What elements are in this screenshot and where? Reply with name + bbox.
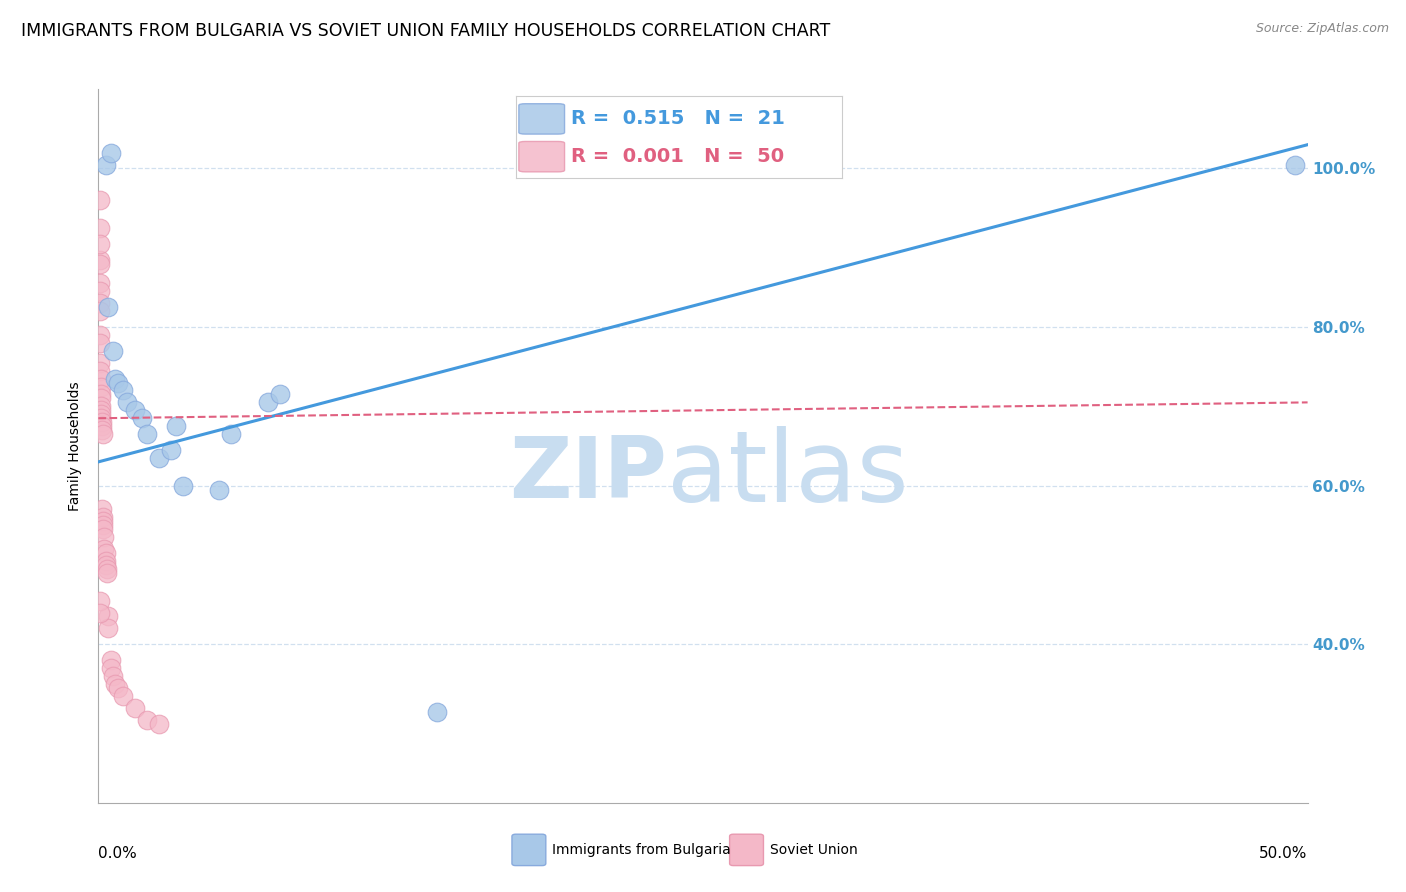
Text: 50.0%: 50.0% [1260, 846, 1308, 861]
Point [208, 483, 231, 497]
Text: ZIP: ZIP [509, 433, 666, 516]
Point [160, 442, 183, 457]
Point [100, 661, 122, 675]
Point [89, 335, 111, 350]
Point [89, 304, 111, 318]
Point [91, 518, 114, 533]
Point [96, 566, 118, 580]
Point [172, 478, 194, 492]
Point [91, 419, 114, 434]
Point [117, 395, 139, 409]
Point [221, 427, 243, 442]
Point [90, 403, 112, 417]
Point [89, 593, 111, 607]
Point [89, 193, 111, 207]
Point [100, 145, 122, 160]
Point [101, 669, 124, 683]
Point [90, 411, 112, 425]
Point [104, 677, 127, 691]
FancyBboxPatch shape [730, 834, 763, 865]
Point [426, 705, 449, 719]
Point [101, 343, 124, 358]
Point [89, 296, 111, 310]
Point [90, 407, 112, 421]
Point [1284, 157, 1306, 171]
Point [94, 554, 117, 568]
Point [269, 387, 291, 401]
Point [89, 364, 111, 378]
Point [256, 395, 278, 409]
Point [124, 700, 146, 714]
Point [97, 300, 120, 314]
Text: atlas: atlas [666, 426, 908, 523]
Point [111, 689, 134, 703]
Point [107, 376, 129, 390]
Text: Source: ZipAtlas.com: Source: ZipAtlas.com [1256, 22, 1389, 36]
Point [94, 546, 117, 560]
Point [89, 257, 111, 271]
FancyBboxPatch shape [512, 834, 546, 865]
Point [148, 450, 170, 465]
Text: Soviet Union: Soviet Union [769, 843, 858, 857]
Point [89, 236, 111, 251]
Text: IMMIGRANTS FROM BULGARIA VS SOVIET UNION FAMILY HOUSEHOLDS CORRELATION CHART: IMMIGRANTS FROM BULGARIA VS SOVIET UNION… [21, 22, 831, 40]
Point [90, 371, 112, 385]
Point [91, 415, 114, 429]
Point [91, 510, 114, 524]
Point [135, 713, 157, 727]
Y-axis label: Family Households: Family Households [69, 381, 83, 511]
Point [97, 609, 120, 624]
Point [89, 221, 111, 235]
Point [104, 371, 127, 385]
Point [90, 400, 112, 414]
Point [91, 522, 114, 536]
Point [94, 157, 117, 171]
Point [90, 392, 112, 406]
Point [89, 606, 111, 620]
Point [89, 277, 111, 291]
Text: 0.0%: 0.0% [98, 846, 138, 861]
Point [89, 356, 111, 370]
Point [89, 328, 111, 343]
Point [131, 411, 153, 425]
Point [124, 403, 146, 417]
Point [94, 558, 117, 572]
Point [89, 252, 111, 267]
Point [111, 384, 134, 398]
Point [165, 419, 187, 434]
Point [135, 427, 157, 442]
Point [107, 681, 129, 695]
Point [100, 653, 122, 667]
Point [97, 621, 120, 635]
Point [148, 716, 170, 731]
Point [89, 285, 111, 299]
Point [93, 530, 115, 544]
Point [96, 562, 118, 576]
Point [93, 542, 115, 557]
Point [91, 502, 114, 516]
Text: Immigrants from Bulgaria: Immigrants from Bulgaria [551, 843, 731, 857]
Point [90, 379, 112, 393]
Point [90, 387, 112, 401]
Point [91, 423, 114, 437]
Point [91, 514, 114, 528]
Point [91, 427, 114, 442]
